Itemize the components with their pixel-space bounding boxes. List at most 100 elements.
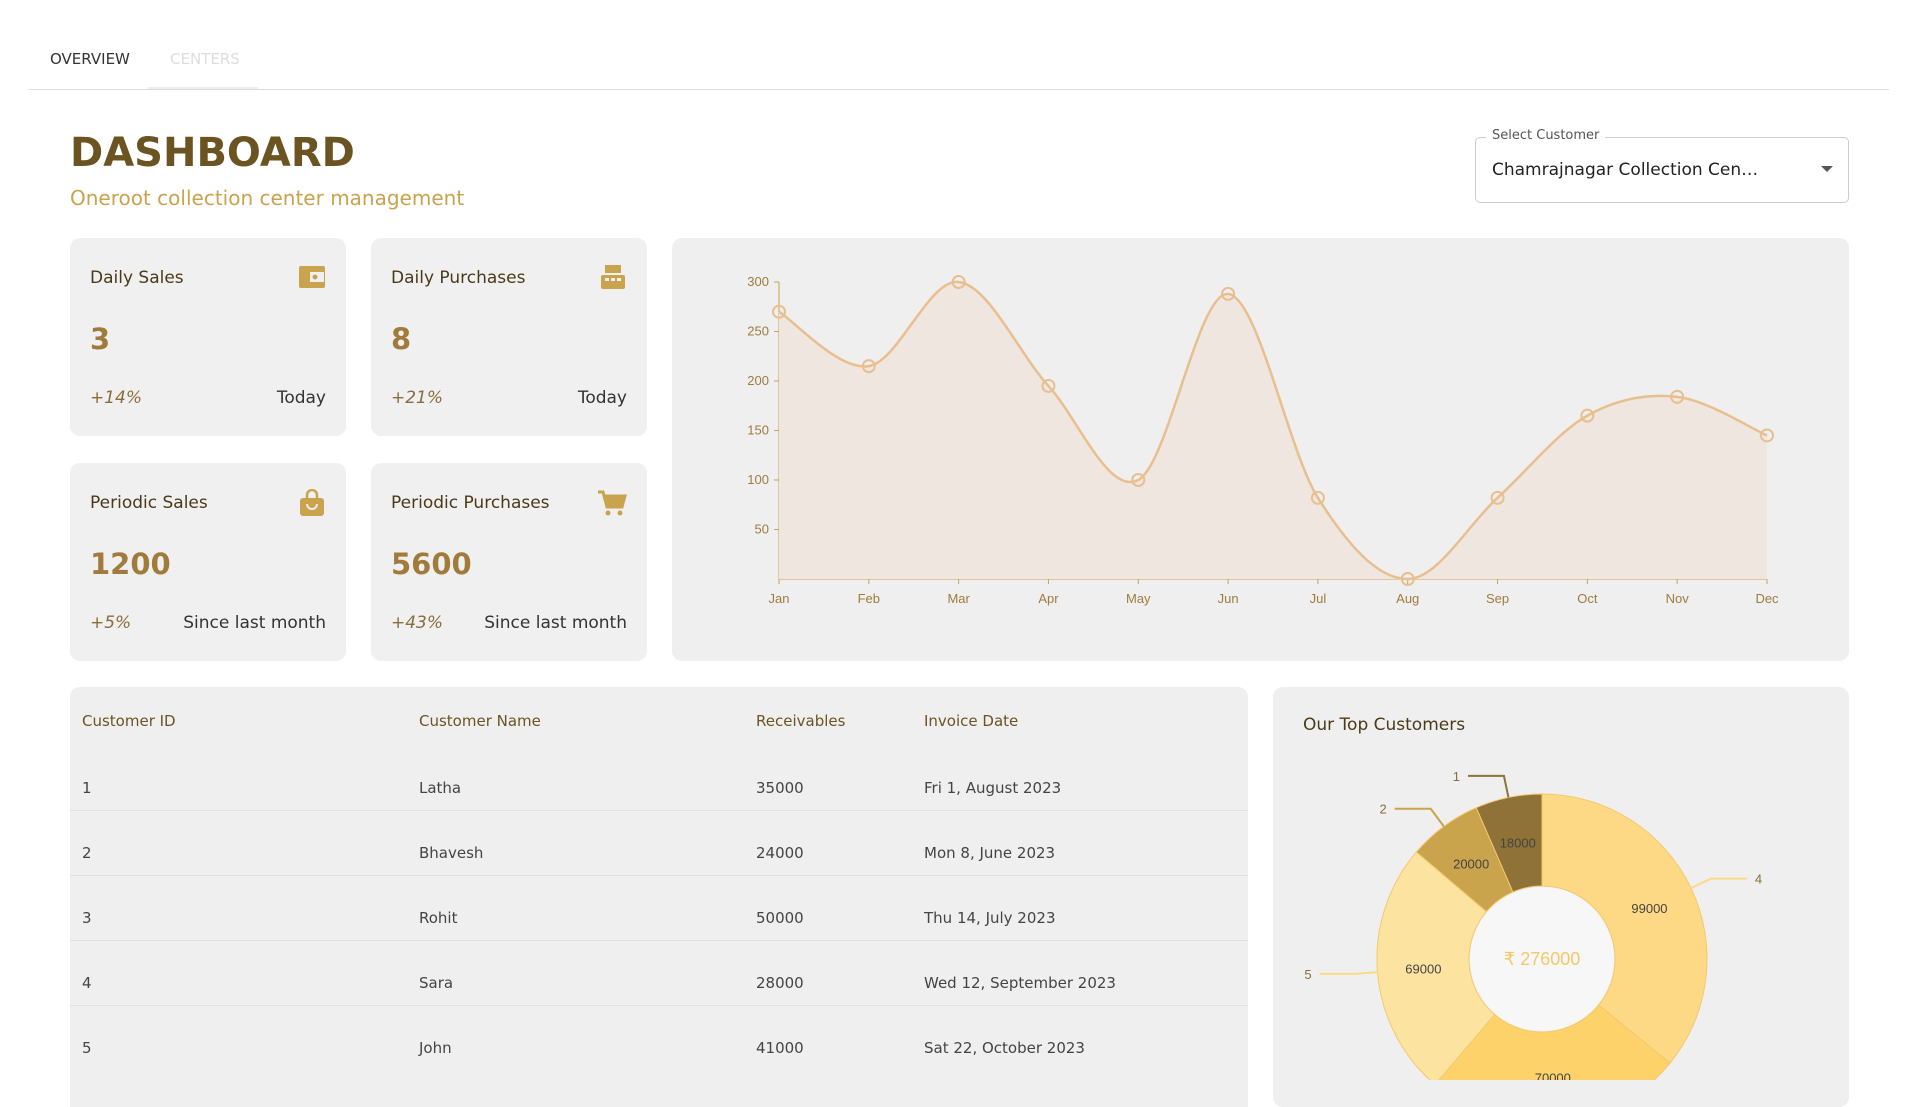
leader-line — [1394, 807, 1445, 827]
slice-label: 2 — [1379, 802, 1386, 817]
card-period: Today — [577, 388, 627, 408]
table-cell: 28000 — [756, 974, 804, 992]
table-cell: 2 — [82, 844, 92, 862]
table-cell: Rohit — [419, 909, 458, 927]
table-header: Customer ID — [82, 712, 176, 730]
table-cell: Mon 8, June 2023 — [924, 844, 1056, 862]
table-cell: Bhavesh — [419, 844, 484, 862]
donut-title: Our Top Customers — [1303, 715, 1465, 735]
card-value: 5600 — [391, 547, 472, 581]
stat-card: Periodic Purchases 5600 +43% Since last … — [371, 463, 647, 661]
select-value: Chamrajnagar Collection Cen… — [1492, 160, 1759, 180]
table-cell: 5 — [82, 1039, 92, 1057]
table-header: Invoice Date — [924, 712, 1019, 730]
bag-icon — [300, 489, 324, 516]
table-cell: Fri 1, August 2023 — [924, 779, 1062, 797]
point — [1310, 490, 1325, 505]
slice-value: 18000 — [1500, 835, 1536, 850]
line — [778, 280, 1768, 581]
x-tick-label: Aug — [1396, 591, 1419, 606]
point — [1580, 408, 1595, 423]
x-tick-label: May — [1126, 591, 1151, 606]
card-title: Periodic Sales — [90, 493, 208, 513]
row-divider — [70, 810, 1248, 811]
slice-value: 20000 — [1453, 856, 1489, 871]
point — [1131, 473, 1146, 487]
donut-chart: Our Top Customers 9900047000036900052000… — [1303, 715, 1762, 1107]
table-cell: 35000 — [756, 779, 804, 797]
point — [1670, 389, 1685, 404]
x-tick-label: Oct — [1577, 591, 1598, 606]
card-change: +14% — [90, 388, 143, 408]
cart-icon — [598, 490, 627, 516]
tab-indicator — [148, 87, 258, 89]
table-header: Receivables — [756, 712, 846, 730]
register-icon — [601, 265, 625, 289]
area — [779, 281, 1767, 579]
donut-slice — [1541, 793, 1708, 1064]
select-label: Select Customer — [1486, 128, 1606, 143]
page: OVERVIEW CENTERS DASHBOARD Oneroot colle… — [29, 50, 1889, 1107]
leader-line — [1319, 971, 1378, 975]
wallet-icon — [299, 266, 325, 288]
table-cell: 41000 — [756, 1039, 804, 1057]
x-tick-label: Dec — [1755, 591, 1779, 606]
table-cell: John — [419, 1039, 452, 1057]
point — [772, 304, 786, 319]
card-period: Since last month — [484, 613, 627, 633]
y-tick-label: 100 — [747, 472, 769, 487]
donut-total: ₹ 276000 — [1504, 949, 1581, 969]
point — [1221, 286, 1236, 301]
stat-card: Daily Sales 3 +14% Today — [70, 238, 346, 436]
page-subtitle: Oneroot collection center management — [70, 186, 465, 210]
leader-line — [1690, 877, 1747, 890]
y-tick-label: 150 — [747, 423, 769, 438]
y-tick-label: 200 — [747, 373, 769, 388]
y-tick-label: 50 — [755, 522, 769, 537]
y-tick-label: 300 — [747, 274, 769, 289]
table-cell: 3 — [82, 909, 92, 927]
y-tick-label: 250 — [747, 324, 769, 339]
x-tick-label: Jan — [769, 591, 790, 606]
x-tick-label: Feb — [858, 591, 880, 606]
table-cell: 1 — [82, 779, 92, 797]
slice-label: 5 — [1304, 967, 1311, 982]
point — [1490, 490, 1505, 505]
point — [861, 359, 876, 374]
card-change: +43% — [391, 613, 444, 633]
donut-slice — [1376, 851, 1496, 1086]
card-title: Daily Purchases — [391, 268, 526, 288]
slice-value: 99000 — [1631, 901, 1667, 916]
row-divider — [70, 940, 1248, 941]
card-period: Since last month — [183, 613, 326, 633]
table-cell: Wed 12, September 2023 — [924, 974, 1116, 992]
card-value: 3 — [90, 322, 111, 356]
slice-value: 70000 — [1535, 1071, 1571, 1080]
table-cell: Sara — [419, 974, 454, 992]
x-tick-label: Jul — [1310, 591, 1327, 606]
dropdown-arrow — [1821, 166, 1833, 172]
x-tick-label: Sep — [1486, 591, 1509, 606]
tab-overview[interactable]: OVERVIEW — [50, 50, 130, 68]
card-change: +5% — [90, 613, 132, 633]
tab-divider — [29, 89, 1889, 90]
line-chart: 50 100 150 200 250 300 Jan Feb Mar Apr May Jun Jul Au… — [747, 274, 1779, 606]
donut-hole — [1470, 887, 1614, 1031]
slice-label: 1 — [1453, 769, 1460, 784]
slice-value: 69000 — [1405, 961, 1441, 976]
line-chart-panel: 50 100 150 200 250 300 Jan Feb Mar Apr May Jun Jul Au… — [672, 238, 1849, 661]
table-cell: 4 — [82, 974, 92, 992]
table-cell: 50000 — [756, 909, 804, 927]
leader-line — [1467, 774, 1510, 798]
card-change: +21% — [391, 388, 444, 408]
tab-centers[interactable]: CENTERS — [170, 50, 240, 68]
card-title: Daily Sales — [90, 268, 184, 288]
customer-table: Customer ID Customer Name Receivables Invoi… — [70, 687, 1248, 1107]
stat-card: Daily Purchases 8 +21% Today — [371, 238, 647, 436]
card-value: 1200 — [90, 547, 171, 581]
customer-select[interactable]: Select Customer Chamrajnagar Collection … — [1475, 128, 1849, 203]
slice-label: 4 — [1755, 872, 1762, 887]
x-tick-label: Nov — [1666, 591, 1690, 606]
stat-card: Periodic Sales 1200 +5% Since last month — [70, 463, 346, 661]
card-value: 8 — [391, 322, 412, 356]
